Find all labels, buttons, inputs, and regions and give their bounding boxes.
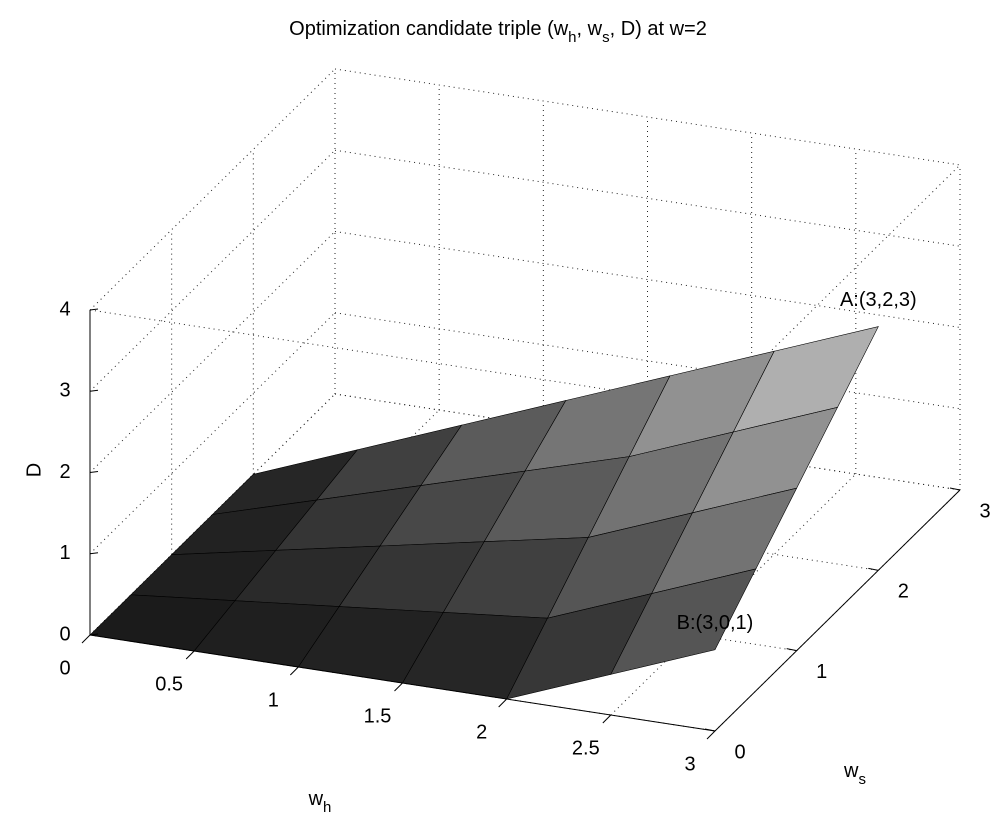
z-tick xyxy=(89,471,99,473)
surface-patch xyxy=(610,568,757,675)
annotation: B:(3,0,1) xyxy=(677,612,754,634)
grid-line xyxy=(89,68,336,311)
x-tick xyxy=(394,682,403,692)
y-tick xyxy=(704,728,716,732)
z-tick xyxy=(89,308,99,311)
z-tick-label: 1 xyxy=(59,542,70,564)
label-part: , D) at w=2 xyxy=(610,18,707,40)
label-part: w xyxy=(843,760,859,782)
label-part: , w xyxy=(577,18,603,40)
x-tick-label: 1 xyxy=(268,689,279,711)
label-part: h xyxy=(568,29,576,46)
x-tick xyxy=(81,634,91,644)
z-tick xyxy=(89,389,99,392)
z-axis-label: D xyxy=(23,463,45,477)
x-tick-label: 1.5 xyxy=(364,705,392,727)
x-tick xyxy=(498,698,508,708)
grid-line xyxy=(334,393,961,491)
grid-line xyxy=(89,231,336,473)
y-axis-label: ws xyxy=(843,760,866,788)
x-tick xyxy=(706,730,716,740)
chart-title: Optimization candidate triple (wh, ws, D… xyxy=(289,18,707,46)
y-tick-label: 2 xyxy=(898,581,909,603)
z-tick-label: 4 xyxy=(59,298,70,320)
y-tick xyxy=(868,567,879,571)
x-tick xyxy=(602,714,612,724)
x-tick-label: 2.5 xyxy=(572,737,600,759)
label-part: h xyxy=(323,799,331,816)
label-part: Optimization candidate triple (w xyxy=(289,18,569,40)
x-tick xyxy=(185,650,195,660)
x-axis-label: wh xyxy=(308,788,332,816)
grid-line xyxy=(334,231,961,328)
grid-line xyxy=(89,149,336,392)
z-tick-label: 3 xyxy=(59,380,70,402)
annotation: A:(3,2,3) xyxy=(840,289,917,311)
box-edge xyxy=(89,309,716,407)
y-tick-label: 3 xyxy=(979,500,990,522)
y-tick xyxy=(786,648,797,652)
y-axis xyxy=(714,489,961,732)
z-tick-label: 0 xyxy=(59,623,70,645)
y-tick-label: 0 xyxy=(734,741,745,763)
grid-line xyxy=(334,68,961,166)
label-part: s xyxy=(858,771,866,788)
z-tick xyxy=(89,552,99,555)
y-tick xyxy=(949,487,961,491)
surface xyxy=(89,326,879,700)
x-tick-label: 2 xyxy=(476,721,487,743)
x-tick-label: 0.5 xyxy=(155,673,183,695)
z-tick-label: 2 xyxy=(59,461,70,483)
y-tick-label: 1 xyxy=(816,661,827,683)
x-tick-label: 3 xyxy=(684,753,695,775)
grid-line xyxy=(334,149,961,247)
grid-line xyxy=(334,312,961,410)
label-part: s xyxy=(602,29,610,46)
z-tick xyxy=(89,633,99,636)
x-tick-label: 0 xyxy=(59,657,70,679)
label-part: w xyxy=(308,788,324,810)
x-tick xyxy=(289,666,299,676)
